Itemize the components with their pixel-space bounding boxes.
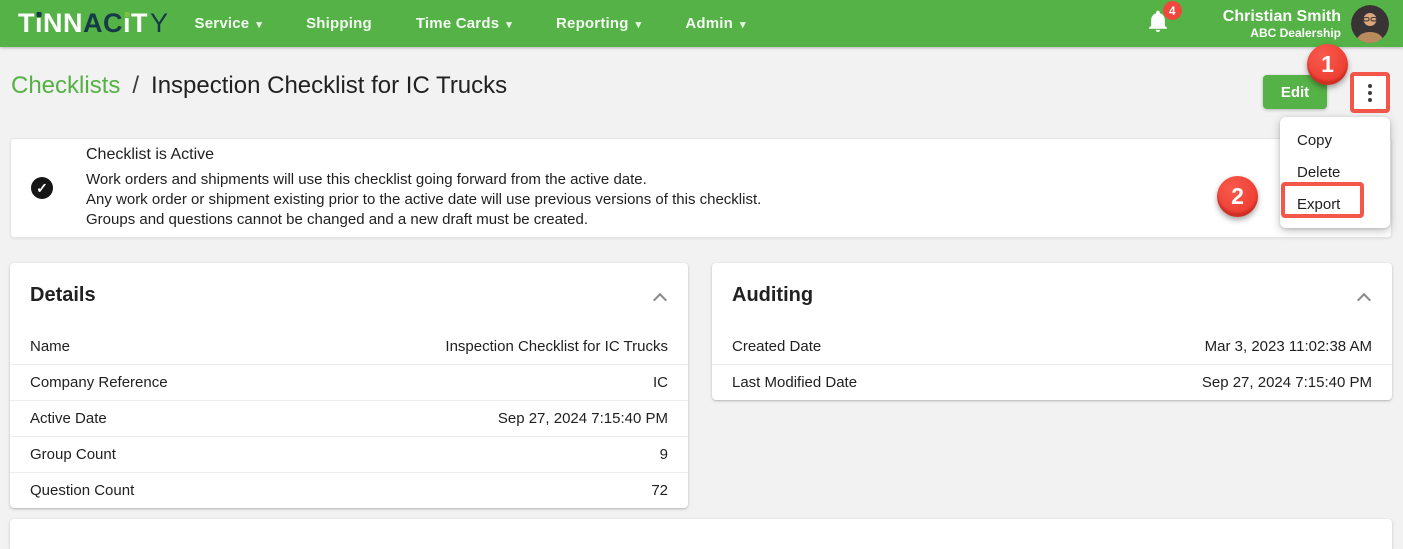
menu-item-export[interactable]: Export [1297,195,1341,213]
row-value: 9 [659,446,668,463]
annotation-step-2: 2 [1217,176,1258,217]
breadcrumb: Checklists / Inspection Checklist for IC… [11,72,507,100]
kebab-icon [1368,83,1372,102]
user-name: Christian Smith [1222,7,1341,25]
checklist-active-banner: Checklist is Active Work orders and ship… [10,138,1392,238]
auditing-rows: Created Date Mar 3, 2023 11:02:38 AM Las… [712,328,1392,400]
kebab-menu-button[interactable] [1350,72,1390,113]
page-title: Inspection Checklist for IC Trucks [151,72,508,99]
table-row: Name Inspection Checklist for IC Trucks [10,328,688,364]
details-card: Details Name Inspection Checklist for IC… [10,263,688,508]
banner-line: Work orders and shipments will use this … [86,171,647,188]
breadcrumb-link-checklists[interactable]: Checklists [11,72,121,99]
bell-icon [1145,10,1171,38]
collapse-chevron-icon[interactable] [655,293,666,304]
nav-item-service[interactable]: Service [195,15,263,32]
table-row: Question Count 72 [10,472,688,508]
banner-text: Checklist is Active Work orders and ship… [86,146,761,230]
collapse-chevron-icon[interactable] [1359,293,1370,304]
row-label: Company Reference [30,374,168,391]
user-organization: ABC Dealership [1250,25,1341,40]
main-nav: Service Shipping Time Cards Reporting Ad… [195,15,746,32]
menu-item-copy[interactable]: Copy [1297,131,1333,149]
logo-segment: T [18,8,35,38]
row-label: Group Count [30,446,116,463]
notification-count-badge: 4 [1162,1,1182,20]
annotation-step-1: 1 [1307,44,1348,85]
nav-item-admin[interactable]: Admin [685,15,745,32]
details-card-title: Details [30,284,96,306]
banner-line: Any work order or shipment existing prio… [86,191,762,208]
row-label: Created Date [732,337,822,355]
details-rows: Name Inspection Checklist for IC Trucks … [10,328,688,508]
logo-segment: ı [35,8,44,38]
auditing-card-title: Auditing [732,284,814,306]
menu-item-delete[interactable]: Delete [1297,163,1341,181]
actions-dropdown-menu: Copy Delete Export [1280,117,1390,228]
logo-segment: NN [43,8,84,38]
user-menu[interactable]: Christian Smith ABC Dealership [1223,7,1341,41]
row-label: Name [30,337,71,355]
row-value: 72 [651,482,668,499]
table-row: Created Date Mar 3, 2023 11:02:38 AM [712,328,1392,364]
auditing-card: Auditing Created Date Mar 3, 2023 11:02:… [712,263,1392,400]
row-label: Active Date [30,410,107,427]
nav-item-shipping[interactable]: Shipping [306,15,372,32]
row-value: Sep 27, 2024 7:15:40 PM [1201,374,1372,391]
table-row: Group Count 9 [10,436,688,472]
user-avatar[interactable] [1351,4,1389,43]
nav-item-time-cards[interactable]: Time Cards [416,15,512,32]
table-row: Active Date Sep 27, 2024 7:15:40 PM [10,400,688,436]
details-card-header: Details [10,263,688,328]
check-circle-icon [31,177,53,199]
row-value: Sep 27, 2024 7:15:40 PM [497,410,668,427]
row-value: Inspection Checklist for IC Trucks [445,337,668,355]
next-card-top-edge [10,519,1392,549]
table-row: Last Modified Date Sep 27, 2024 7:15:40 … [712,364,1392,400]
header-right: 4 Christian Smith ABC Dealership [1145,1,1389,43]
logo-segment: Y [150,8,169,38]
logo-segment: AC [83,8,124,38]
banner-line: Groups and questions cannot be changed a… [86,211,589,228]
row-label: Question Count [30,482,135,499]
breadcrumb-separator: / [132,72,140,99]
row-value: IC [653,374,668,391]
notifications-button[interactable]: 4 [1145,1,1182,39]
nav-item-reporting[interactable]: Reporting [556,15,641,32]
row-value: Mar 3, 2023 11:02:38 AM [1204,337,1372,355]
auditing-card-header: Auditing [712,263,1392,328]
row-label: Last Modified Date [732,374,858,391]
logo-segment: ı [123,8,132,38]
banner-title: Checklist is Active [86,146,215,163]
table-row: Company Reference IC [10,364,688,400]
logo-segment: T [131,8,149,38]
